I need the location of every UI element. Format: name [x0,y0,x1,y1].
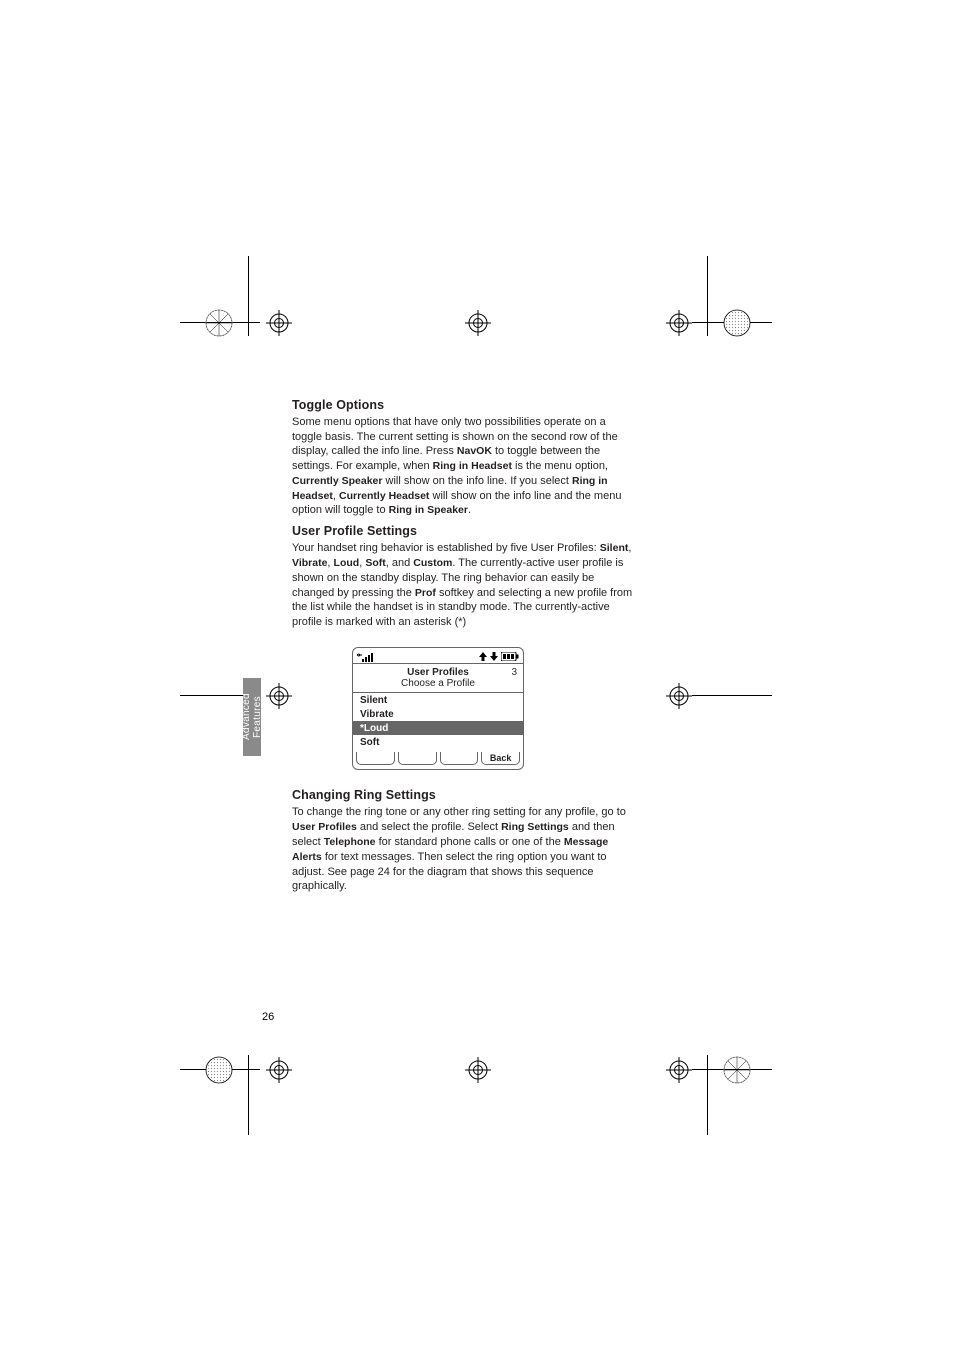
signal-icon [357,651,373,662]
phone-list-item[interactable]: Soft [353,735,523,749]
phone-status-bar [353,648,523,664]
heading-user-profile-settings: User Profile Settings [292,524,638,538]
phone-list-item[interactable]: Vibrate [353,707,523,721]
sidebar-tab: Advanced Features [243,678,261,756]
phone-mockup: User Profiles 3 Choose a Profile SilentV… [352,647,524,770]
page-content: Toggle Options Some menu options that ha… [292,398,638,900]
softkey-blank [440,752,479,765]
page-number: 26 [262,1011,274,1023]
softkey-blank [398,752,437,765]
phone-profile-list: SilentVibrate*LoudSoft [353,692,523,749]
phone-list-item[interactable]: Silent [353,693,523,707]
phone-page-indicator: 3 [511,667,517,678]
para-user-profile-settings: Your handset ring behavior is establishe… [292,541,638,629]
phone-list-item[interactable]: *Loud [353,721,523,735]
heading-changing-ring-settings: Changing Ring Settings [292,788,638,802]
heading-toggle-options: Toggle Options [292,398,638,412]
softkey-blank [356,752,395,765]
para-changing-ring-settings: To change the ring tone or any other rin… [292,805,638,893]
phone-softkey-row: Back [353,749,523,769]
arrow-up-icon [479,652,487,661]
phone-title: User Profiles 3 [353,664,523,678]
battery-icon [501,652,519,661]
softkey-back[interactable]: Back [481,752,520,765]
phone-subtitle: Choose a Profile [353,678,523,692]
arrow-down-icon [490,652,498,661]
para-toggle-options: Some menu options that have only two pos… [292,415,638,518]
